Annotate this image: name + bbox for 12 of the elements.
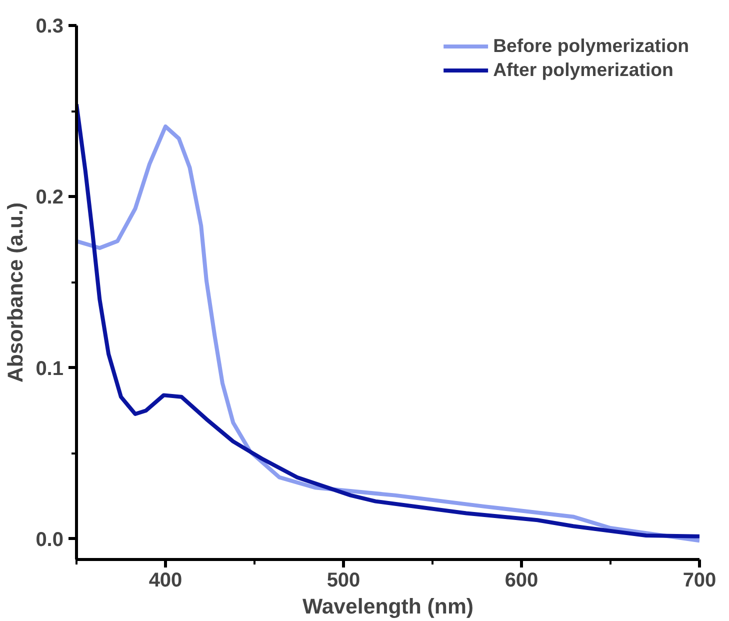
y-tick-label: 0.3: [36, 16, 64, 38]
y-tick-label: 0.0: [36, 528, 64, 551]
x-axis-title: Wavelength (nm): [302, 594, 474, 618]
legend-label: Before polymerization: [493, 35, 689, 57]
legend-label: After polymerization: [493, 59, 674, 81]
x-tick-label: 700: [682, 570, 716, 592]
y-axis-title: Absorbance (a.u.): [4, 202, 28, 383]
y-tick-label: 0.2: [36, 186, 64, 209]
x-tick-label: 600: [504, 570, 538, 592]
y-tick-label: 0.1: [36, 358, 64, 380]
x-tick-label: 400: [148, 570, 182, 592]
x-tick-label: 500: [326, 570, 360, 592]
